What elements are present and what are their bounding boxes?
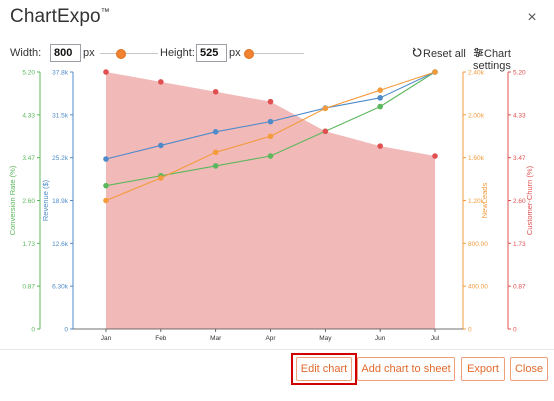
leads-tick-label: 1.20k: [468, 198, 485, 205]
leads-tick-label: 1.60k: [468, 155, 485, 162]
footer-divider: [0, 349, 554, 350]
rev-tick-label: 0: [64, 327, 68, 334]
conv-point: [267, 153, 274, 159]
reset-all-label: Reset all: [423, 48, 466, 60]
churn-tick-label: 1.73: [513, 241, 526, 248]
width-input[interactable]: [50, 44, 81, 62]
churn-tick-label: 3.47: [513, 155, 526, 162]
leads-axis-label: NewLeads: [480, 183, 489, 219]
churn-tick-label: 5.20: [513, 70, 526, 77]
churn-point: [212, 88, 219, 95]
width-slider-thumb[interactable]: [116, 49, 126, 59]
churn-point: [432, 153, 438, 159]
leads-point: [432, 69, 438, 75]
sliders-icon: [473, 47, 484, 58]
rev-tick-label: 12.6k: [52, 241, 69, 248]
churn-point: [158, 79, 164, 85]
height-input[interactable]: [196, 44, 227, 62]
conv-axis-label: Conversion Rate (%): [8, 165, 17, 235]
leads-point: [322, 105, 329, 112]
conv-point: [212, 163, 219, 169]
multi-axis-chart: 0 0.87 1.73 2.60 3.47 4.33 5.20 Conversion Rate…: [8, 69, 534, 342]
width-label: Width:: [10, 47, 42, 59]
conv-tick-label: 0: [31, 327, 35, 334]
size-toolbar: Width: px Height: px Reset all Chart set…: [10, 44, 544, 72]
x-axis: Jan Feb Mar Apr May Jun Jul: [73, 328, 463, 342]
churn-point: [267, 98, 274, 105]
churn-axis-label: Customer-Churn (%): [525, 165, 534, 235]
leads-point: [103, 197, 109, 204]
conv-tick-label: 0.87: [22, 284, 35, 291]
edit-chart-button[interactable]: Edit chart: [296, 357, 352, 381]
x-tick-label: Apr: [265, 335, 276, 342]
churn-point: [377, 143, 383, 149]
rev-point: [158, 142, 164, 149]
leads-point: [212, 149, 219, 156]
x-tick-label: May: [319, 335, 332, 342]
rev-point: [377, 95, 383, 101]
conv-tick-label: 4.33: [22, 112, 35, 119]
churn-area-layer: [106, 72, 435, 329]
app-title: ChartExpo™: [10, 6, 110, 27]
conv-point: [377, 103, 383, 110]
rev-tick-label: 31.5k: [52, 112, 69, 119]
churn-tick-label: 4.33: [513, 112, 526, 119]
churn-tick-label: 2.60: [513, 198, 526, 205]
axes-layer: 0 0.87 1.73 2.60 3.47 4.33 5.20 Conversion Rate…: [8, 70, 534, 334]
leads-tick-label: 0: [468, 327, 472, 334]
conv-tick-label: 1.73: [22, 241, 35, 248]
conv-point: [103, 182, 109, 189]
leads-tick-label: 2.00k: [468, 112, 485, 119]
churn-point: [103, 69, 109, 75]
rev-tick-label: 18.9k: [52, 198, 69, 205]
reset-icon: [412, 47, 422, 57]
rev-axis-label: Revenue ($): [41, 179, 50, 221]
x-tick-label: Feb: [155, 335, 167, 342]
leads-tick-label: 400.00: [468, 284, 488, 291]
rev-point: [267, 118, 274, 125]
x-tick-label: Jan: [101, 335, 112, 342]
height-slider-thumb[interactable]: [244, 49, 254, 59]
rev-tick-label: 6.30k: [52, 284, 69, 291]
conv-tick-label: 2.60: [22, 198, 35, 205]
chart-settings-button[interactable]: Chart settings: [473, 47, 544, 72]
leads-tick-label: 2.40k: [468, 70, 485, 77]
height-unit: px: [229, 47, 241, 59]
x-tick-label: Mar: [210, 335, 222, 342]
width-slider[interactable]: [100, 53, 158, 54]
rev-point: [103, 156, 109, 162]
churn-tick-label: 0.87: [513, 284, 526, 291]
leads-point: [158, 175, 164, 181]
rev-tick-label: 37.8k: [52, 70, 69, 77]
churn-area: [106, 72, 435, 329]
trademark-symbol: ™: [100, 6, 110, 17]
width-unit: px: [83, 47, 95, 59]
conv-tick-label: 3.47: [22, 155, 35, 162]
close-icon[interactable]: ×: [527, 9, 537, 26]
x-tick-label: Jun: [375, 335, 386, 342]
points-layer: [103, 69, 438, 204]
leads-point: [267, 133, 274, 140]
x-tick-label: Jul: [431, 335, 440, 342]
close-button[interactable]: Close: [510, 357, 548, 381]
edit-chart-highlight: [291, 353, 357, 385]
height-label: Height:: [160, 47, 195, 59]
leads-point: [377, 87, 383, 94]
conv-tick-label: 5.20: [22, 70, 35, 77]
export-button[interactable]: Export: [461, 357, 505, 381]
add-chart-to-sheet-button[interactable]: Add chart to sheet: [357, 357, 455, 381]
leads-tick-label: 800.00: [468, 241, 488, 248]
churn-point: [322, 128, 329, 135]
height-slider[interactable]: [246, 53, 304, 54]
reset-all-button[interactable]: Reset all: [412, 47, 466, 60]
churn-tick-label: 0: [513, 327, 517, 334]
rev-tick-label: 25.2k: [52, 155, 69, 162]
chart-settings-label: Chart settings: [473, 48, 511, 72]
rev-point: [212, 129, 219, 135]
